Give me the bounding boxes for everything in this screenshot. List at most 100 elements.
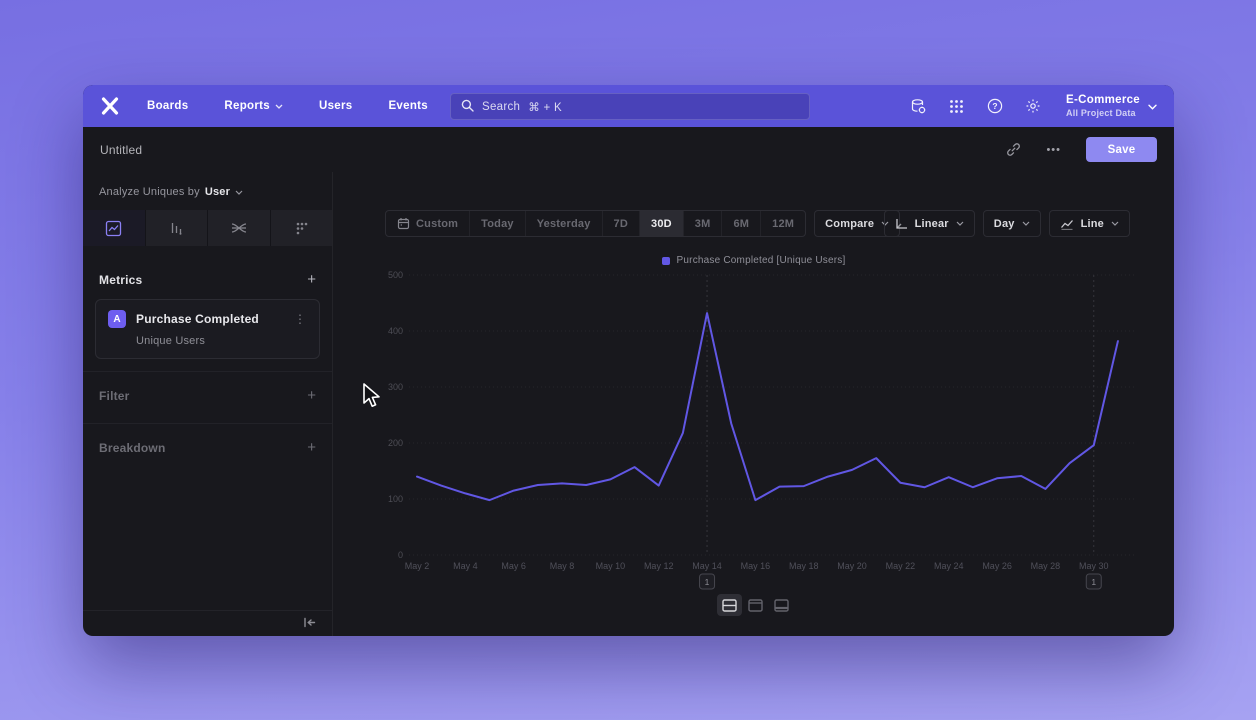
analyze-value-dropdown[interactable]: User: [204, 186, 231, 198]
apps-grid-icon[interactable]: [948, 98, 965, 115]
nav-item-users[interactable]: Users: [319, 100, 352, 112]
y-tick-label: 300: [388, 382, 403, 392]
project-selector[interactable]: E-Commerce All Project Data: [1066, 93, 1157, 119]
y-tick-label: 200: [388, 438, 403, 448]
metrics-section-header: Metrics +: [83, 272, 332, 287]
x-tick-label: May 20: [837, 561, 867, 571]
range-button-yesterday[interactable]: Yesterday: [524, 211, 602, 236]
range-button-3m[interactable]: 3M: [682, 211, 722, 236]
filter-label: Filter: [99, 388, 130, 403]
range-button-custom[interactable]: Custom: [386, 211, 469, 236]
x-tick-label: May 10: [596, 561, 626, 571]
chevron-down-icon: [235, 190, 243, 195]
mixpanel-logo-icon[interactable]: [99, 95, 121, 117]
nav-item-events[interactable]: Events: [388, 100, 428, 112]
flows-sankey-icon: [231, 223, 246, 233]
range-label: 7D: [613, 217, 628, 230]
search-shortcut: ⌘ + K: [528, 101, 563, 114]
chevron-down-icon: [956, 221, 964, 226]
nav-item-label: Events: [388, 100, 428, 112]
nav-item-reports[interactable]: Reports: [224, 100, 283, 112]
add-metric-button[interactable]: +: [307, 271, 316, 288]
search-input[interactable]: Search ⌘ + K: [450, 93, 810, 120]
range-label: 3M: [694, 217, 711, 230]
report-titlebar: Untitled ••• Save: [83, 127, 1174, 172]
layout-toggle-table-view[interactable]: [769, 594, 794, 616]
nav-item-boards[interactable]: Boards: [147, 100, 188, 112]
range-button-12m[interactable]: 12M: [760, 211, 805, 236]
divider: [83, 371, 332, 372]
nav-menu: Boards Reports Users Events: [147, 100, 428, 112]
range-button-30d[interactable]: 30D: [639, 211, 683, 236]
annotation-badge[interactable]: [699, 573, 716, 590]
range-label: Today: [481, 217, 514, 230]
line-chart-type-icon: [1060, 219, 1073, 230]
tab-retention[interactable]: [270, 210, 332, 246]
query-builder-sidebar: Analyze Uniques by User: [83, 172, 333, 636]
help-icon[interactable]: ?: [986, 98, 1003, 115]
chart-type-label: Line: [1080, 217, 1104, 230]
metric-aggregation[interactable]: Unique Users: [136, 335, 206, 347]
chart-options-toolbar: Linear Day Line: [883, 210, 1130, 237]
range-button-7d[interactable]: 7D: [601, 211, 639, 236]
y-tick-label: 100: [388, 494, 403, 504]
analyze-by-row: Analyze Uniques by User: [83, 172, 332, 208]
metric-menu-button[interactable]: ⋮: [294, 312, 307, 326]
range-button-today[interactable]: Today: [469, 211, 525, 236]
compare-label: Compare: [825, 217, 875, 230]
x-tick-label: May 30: [1079, 561, 1109, 571]
layout-toggle-chart-view[interactable]: [743, 594, 768, 616]
filter-section: Filter +: [83, 372, 332, 423]
analyze-prefix: Analyze Uniques by: [99, 186, 200, 198]
series-line: [416, 312, 1119, 502]
search-icon: [461, 99, 474, 115]
breakdown-label: Breakdown: [99, 440, 166, 455]
retention-dots-icon: [296, 222, 308, 234]
add-filter-button[interactable]: +: [307, 387, 316, 404]
breakdown-section: Breakdown +: [83, 424, 332, 475]
x-tick-label: May 28: [1031, 561, 1061, 571]
range-label: Yesterday: [536, 217, 591, 230]
line-chart-svg: 0 100 200 300 400 500 May 2 May 4 May 6 May 8 May …: [388, 270, 1135, 590]
project-scope: All Project Data: [1066, 107, 1136, 118]
y-tick-label: 400: [388, 326, 403, 336]
funnels-bars-icon: [171, 222, 182, 235]
x-tick-label: May 12: [644, 561, 674, 571]
data-connections-icon[interactable]: [910, 98, 927, 115]
top-navbar: Boards Reports Users Events Search ⌘ + K: [83, 85, 1174, 127]
calendar-icon: [397, 218, 410, 230]
report-title[interactable]: Untitled: [100, 142, 143, 157]
metric-card[interactable]: A Purchase Completed ⋮ Unique Users: [95, 299, 320, 359]
tab-funnels[interactable]: [145, 210, 207, 246]
more-options-button[interactable]: •••: [1046, 143, 1061, 156]
tab-insights[interactable]: [83, 210, 145, 246]
line-chart[interactable]: 0 100 200 300 400 500 May 2 May 4 May 6 May 8 May …: [353, 265, 1163, 615]
annotation-badge[interactable]: [1085, 573, 1102, 590]
chart-legend[interactable]: Purchase Completed [Unique Users]: [333, 255, 1174, 266]
range-button-6m[interactable]: 6M: [721, 211, 760, 236]
insights-line-chart-icon: [106, 220, 122, 236]
project-name: E-Commerce: [1066, 94, 1140, 107]
scale-dropdown[interactable]: Linear: [883, 210, 975, 237]
app-window: Boards Reports Users Events Search ⌘ + K: [83, 85, 1174, 636]
save-button[interactable]: Save: [1086, 137, 1157, 162]
nav-right-group: ? E-Commerce All Project Data: [910, 85, 1157, 127]
collapse-sidebar-button[interactable]: [303, 615, 316, 633]
x-tick-label: May 24: [934, 561, 964, 571]
settings-gear-icon[interactable]: [1024, 98, 1041, 115]
interval-dropdown[interactable]: Day: [982, 210, 1041, 237]
x-tick-label: May 8: [550, 561, 575, 571]
legend-swatch: [661, 256, 670, 265]
tab-flows[interactable]: [208, 210, 270, 246]
chevron-down-icon: [1022, 221, 1030, 226]
scale-label: Linear: [914, 217, 949, 230]
chart-type-dropdown[interactable]: Line: [1048, 210, 1130, 237]
y-tick-label: 0: [398, 550, 403, 560]
svg-text:?: ?: [992, 101, 997, 111]
layout-toggle-split-view[interactable]: [717, 594, 742, 616]
add-breakdown-button[interactable]: +: [307, 439, 316, 456]
date-range-toolbar: Custom Today Yesterday 7D 30D 3M 6M 12M Compare: [385, 210, 901, 237]
x-tick-label: May 14: [692, 561, 722, 571]
share-link-icon[interactable]: [1006, 142, 1021, 157]
